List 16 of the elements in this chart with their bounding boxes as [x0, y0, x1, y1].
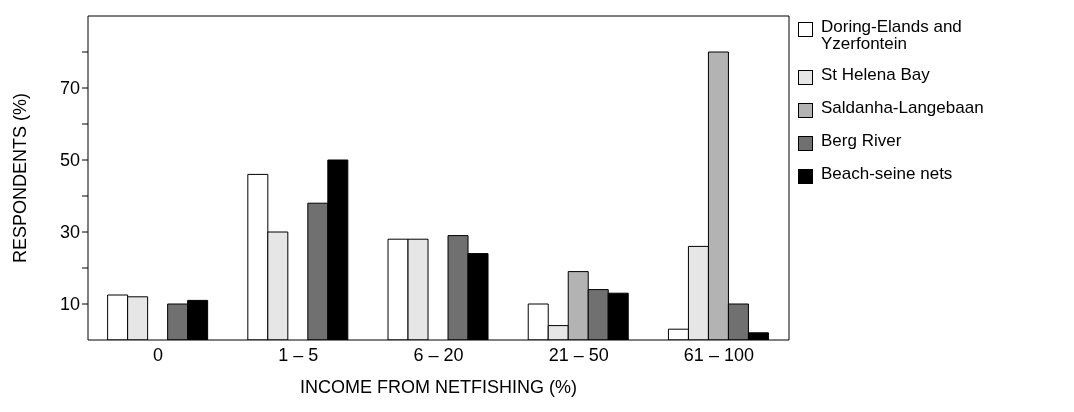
legend-label: Doring-Elands and Yzerfontein — [821, 17, 963, 53]
x-tick-label: 6 – 20 — [413, 344, 464, 365]
legend-label: St Helena Bay — [821, 65, 930, 84]
y-tick-label: 30 — [59, 222, 80, 243]
x-tick-label: 0 — [153, 344, 164, 365]
y-axis-title: RESPONDENTS (%) — [10, 92, 31, 264]
legend-label: Saldanha-Langebaan — [821, 98, 984, 117]
y-tick-label: 70 — [59, 78, 80, 99]
legend-label: Berg River — [821, 131, 902, 150]
legend-label: Beach-seine nets — [821, 164, 953, 183]
y-tick-label: 10 — [59, 294, 80, 315]
x-tick-label: 21 – 50 — [548, 344, 609, 365]
x-axis-title: INCOME FROM NETFISHING (%) — [300, 377, 577, 397]
x-tick-label: 61 – 100 — [683, 344, 754, 365]
x-tick-label: 1 – 5 — [278, 344, 319, 365]
y-tick-label: 50 — [59, 150, 80, 171]
